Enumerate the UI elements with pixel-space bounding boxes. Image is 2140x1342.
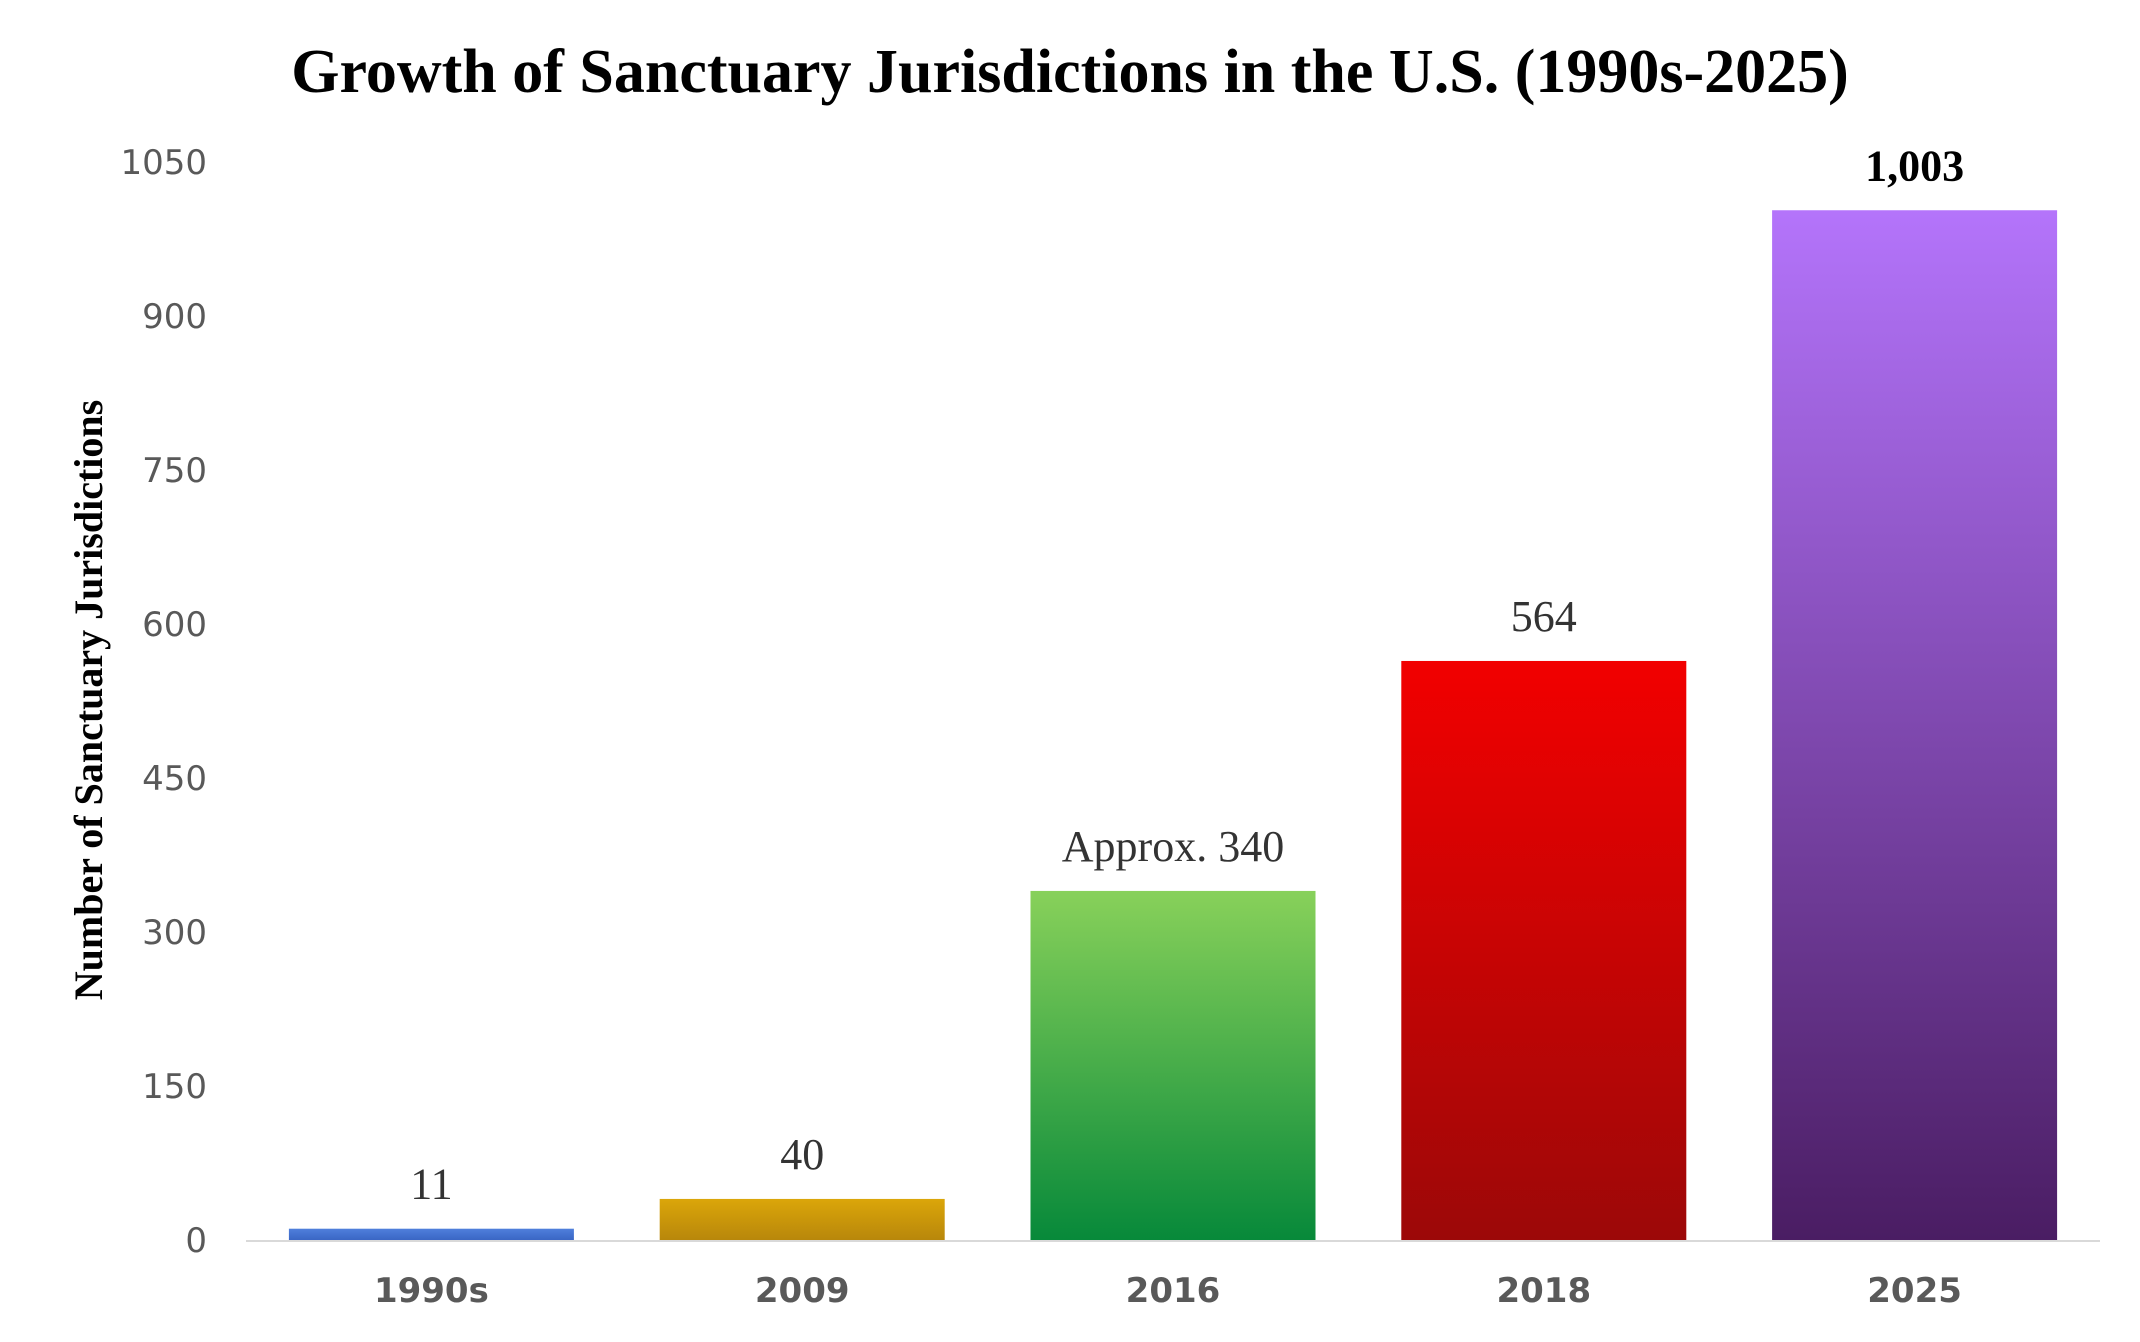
- y-tick-label: 150: [142, 1067, 207, 1107]
- bar-2018: [1401, 660, 1687, 1240]
- bar-2025: [1772, 210, 2058, 1241]
- data-label: 564: [1511, 592, 1577, 641]
- chart-title: Growth of Sanctuary Jurisdictions in the…: [291, 38, 1849, 106]
- x-axis-ticks: 1990s 2009 2016 2018 2025: [374, 1271, 1962, 1311]
- data-label: 11: [410, 1160, 452, 1209]
- x-tick-label: 2016: [1126, 1271, 1221, 1311]
- data-label: Approx. 340: [1062, 822, 1284, 871]
- y-tick-label: 600: [142, 605, 207, 645]
- y-tick-label: 450: [142, 759, 207, 799]
- y-tick-label: 300: [142, 913, 207, 953]
- y-tick-label: 0: [185, 1221, 207, 1261]
- data-labels: 11 40 Approx. 340 564 1,003: [410, 141, 1964, 1208]
- y-tick-label: 750: [142, 451, 207, 491]
- data-label: 1,003: [1865, 141, 1964, 190]
- y-tick-label: 900: [142, 297, 207, 337]
- bar-2009: [659, 1198, 945, 1240]
- y-tick-label: 1050: [120, 143, 207, 183]
- y-axis-ticks: 0 150 300 450 600 750 900 1050: [120, 143, 207, 1261]
- x-tick-label: 2009: [755, 1271, 850, 1311]
- x-tick-label: 2025: [1867, 1271, 1962, 1311]
- data-label: 40: [780, 1130, 824, 1179]
- bar-1990s: [288, 1228, 574, 1240]
- bars: [288, 210, 2058, 1241]
- x-tick-label: 2018: [1496, 1271, 1591, 1311]
- x-tick-label: 1990s: [374, 1271, 489, 1311]
- bar-2016: [1030, 890, 1316, 1240]
- y-axis-label: Number of Sanctuary Jurisdictions: [66, 400, 111, 1000]
